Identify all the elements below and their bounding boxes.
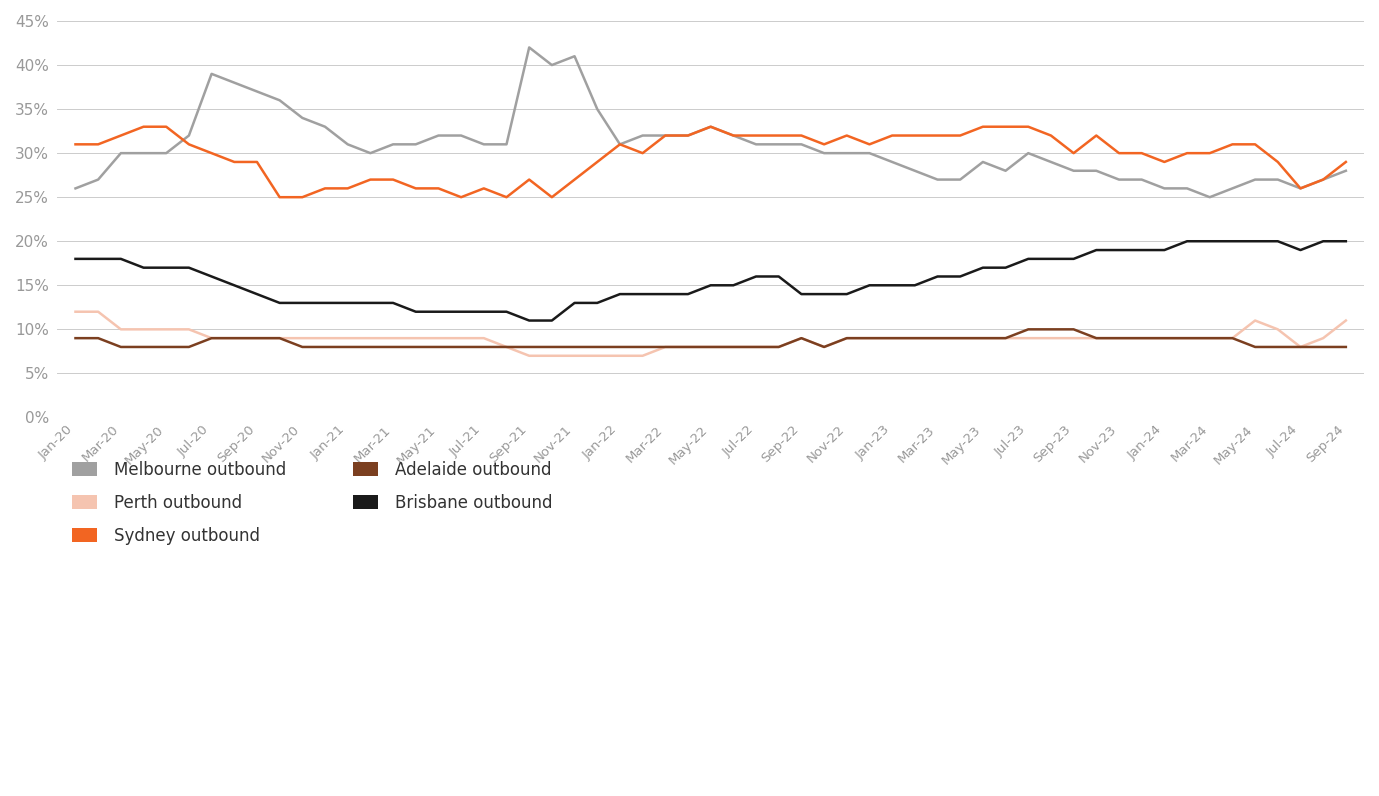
Legend: Melbourne outbound, Perth outbound, Sydney outbound, Adelaide outbound, Brisbane: Melbourne outbound, Perth outbound, Sydn… [66, 455, 558, 552]
